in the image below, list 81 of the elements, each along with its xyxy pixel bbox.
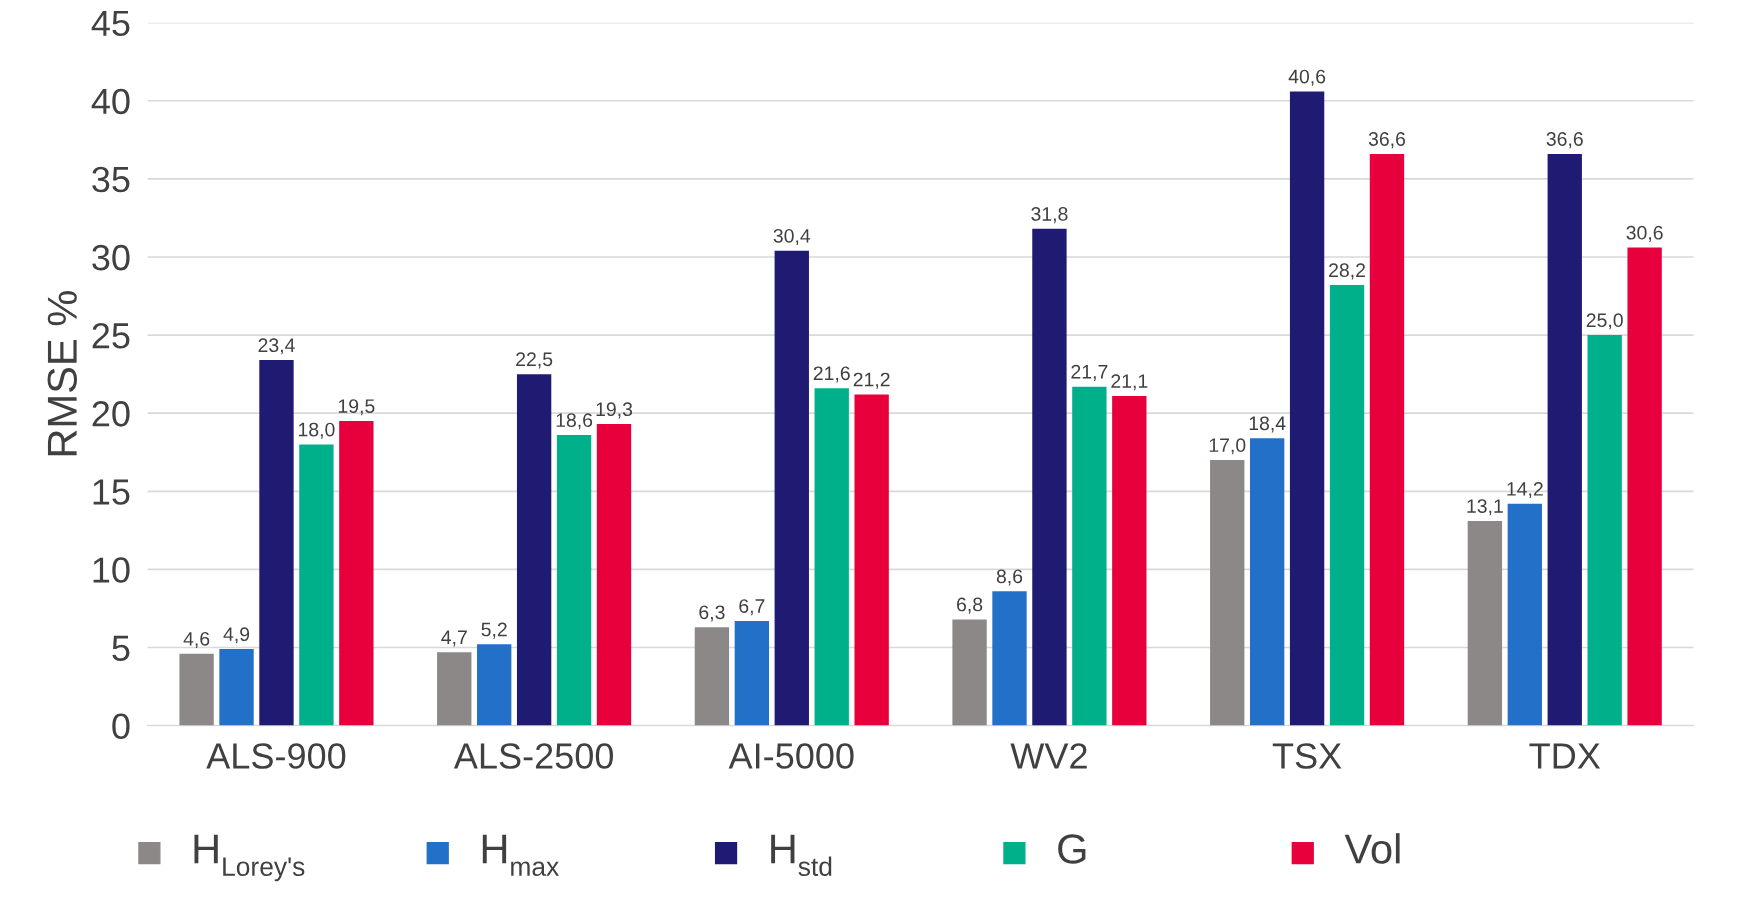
bar — [1547, 153, 1582, 726]
data-label: 25,0 — [1586, 313, 1623, 330]
data-label: 28,2 — [1329, 263, 1365, 280]
bar — [1507, 503, 1542, 726]
bar — [299, 444, 334, 726]
data-label: 4,6 — [183, 631, 210, 649]
data-label: 18,4 — [1249, 416, 1286, 433]
bar — [1112, 396, 1147, 726]
y-tick-label: 25 — [92, 322, 130, 349]
data-label: 6,8 — [957, 597, 983, 614]
data-label: 36,6 — [1546, 132, 1583, 149]
bar — [734, 620, 770, 726]
bar — [596, 424, 632, 726]
data-label: 17,0 — [1209, 438, 1246, 455]
data-label: 22,5 — [516, 352, 553, 369]
y-tick-label: 10 — [93, 557, 130, 583]
data-label: 30,6 — [1626, 225, 1663, 242]
bar — [556, 435, 592, 726]
data-label: 4,7 — [441, 630, 467, 647]
data-label: 21,1 — [1111, 374, 1148, 391]
bar — [1587, 335, 1622, 726]
data-label: 19,5 — [338, 399, 375, 416]
y-tick-label: 15 — [93, 479, 130, 505]
y-tick-label: 40 — [91, 88, 130, 115]
bar — [992, 591, 1027, 726]
bar — [1249, 438, 1285, 726]
data-label: 5,2 — [481, 622, 507, 639]
data-label: 40,6 — [1288, 69, 1326, 86]
data-label: 18,6 — [556, 413, 593, 430]
legend-label: Vol — [1344, 833, 1400, 864]
data-label: 14,2 — [1507, 482, 1543, 499]
data-label: 30,4 — [773, 228, 811, 246]
data-label: 23,4 — [258, 338, 295, 355]
bar — [1210, 460, 1245, 726]
data-label: 18,0 — [298, 422, 335, 439]
y-tick-label: 5 — [112, 635, 130, 661]
x-tick-label: ALS-2500 — [453, 743, 614, 769]
data-label: 8,6 — [996, 569, 1023, 586]
x-tick-label: ALS-900 — [206, 743, 346, 769]
data-label: 21,2 — [853, 372, 890, 389]
data-label: 21,6 — [813, 366, 850, 383]
bar — [854, 394, 889, 726]
x-tick-label: TDX — [1529, 743, 1601, 769]
bar — [1329, 285, 1365, 726]
bar — [339, 421, 374, 726]
bar — [437, 652, 472, 726]
bar — [259, 360, 294, 726]
data-label: 36,6 — [1368, 132, 1406, 149]
bar — [1467, 520, 1503, 726]
bar — [516, 374, 552, 726]
bar — [694, 627, 730, 726]
y-tick-label: 35 — [92, 166, 130, 193]
y-tick-label: 0 — [112, 713, 130, 740]
bar — [1032, 228, 1067, 726]
bar — [952, 619, 987, 726]
data-label: 31,8 — [1031, 207, 1068, 224]
data-label: 6,3 — [699, 605, 725, 622]
data-label: 13,1 — [1467, 499, 1503, 516]
bar — [1627, 247, 1662, 726]
y-tick-label: 20 — [92, 401, 130, 427]
bar — [1369, 153, 1405, 726]
y-tick-label: 45 — [91, 10, 130, 37]
data-label: 4,9 — [223, 627, 250, 644]
legend-label: Hmax — [482, 834, 559, 876]
bar — [477, 644, 512, 726]
bar — [179, 653, 214, 726]
y-tick-label: 30 — [92, 244, 130, 271]
y-axis-title: RMSE % — [47, 291, 78, 456]
x-tick-label: WV2 — [1010, 743, 1087, 769]
x-tick-label: TSX — [1272, 743, 1342, 769]
bar — [1072, 386, 1107, 726]
bar — [219, 649, 254, 726]
data-label: 6,7 — [739, 599, 765, 616]
x-tick-label: AI-5000 — [728, 743, 854, 769]
bar — [774, 250, 809, 726]
legend-label: HLorey's — [194, 834, 305, 882]
data-label: 19,3 — [596, 402, 633, 419]
bar — [814, 388, 849, 726]
bar — [1289, 91, 1325, 726]
data-label: 21,7 — [1071, 364, 1108, 381]
legend-label: G — [1058, 834, 1086, 864]
